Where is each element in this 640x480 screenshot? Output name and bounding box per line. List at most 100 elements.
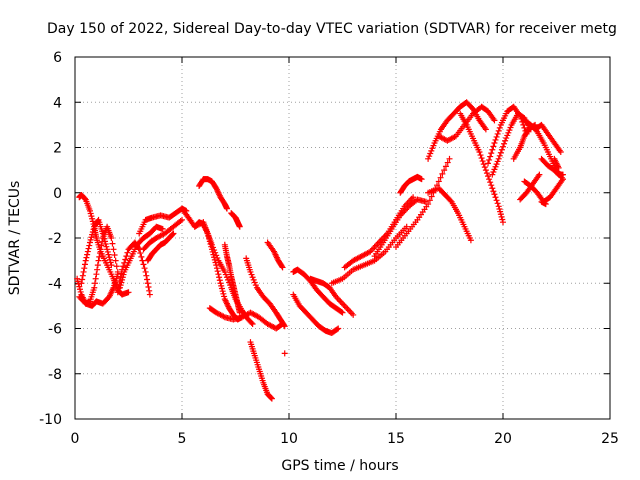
x-axis-label: GPS time / hours	[281, 458, 398, 474]
data-point	[104, 246, 111, 253]
data-point-interp	[88, 234, 95, 241]
series-arc-18	[264, 239, 286, 271]
data-point-interp	[86, 242, 93, 249]
data-point-interp	[93, 271, 100, 278]
data-point-interp	[497, 208, 504, 215]
data-point	[268, 395, 275, 402]
data-point	[557, 149, 564, 156]
data-point-interp	[468, 104, 475, 111]
data-point-interp	[220, 290, 227, 297]
data-point	[116, 284, 123, 291]
data-point	[170, 230, 177, 237]
data-point	[485, 160, 492, 167]
data-point	[108, 262, 115, 269]
data-point-interp	[437, 174, 444, 181]
data-point-interp	[427, 150, 434, 157]
data-point-interp	[140, 261, 147, 268]
series-arc-12	[196, 176, 230, 212]
data-point-interp	[479, 158, 486, 165]
data-point-interp	[96, 250, 103, 257]
data-point-interp	[218, 285, 225, 292]
data-point-interp	[248, 319, 255, 326]
data-point-interp	[110, 246, 117, 253]
data-point-interp	[75, 281, 82, 288]
series-arc-28	[425, 185, 474, 244]
data-point-interp	[278, 263, 285, 270]
data-point-interp	[480, 161, 487, 168]
data-point-interp	[100, 233, 107, 240]
data-point	[159, 225, 166, 232]
data-point-interp	[84, 248, 91, 255]
data-point-interp	[252, 282, 259, 289]
data-point-interp	[106, 254, 113, 261]
data-point-interp	[491, 191, 498, 198]
data-point-interp	[520, 121, 527, 128]
y-tick-label: 6	[53, 50, 62, 66]
data-point-interp	[120, 271, 127, 278]
series-arc-1	[76, 192, 132, 298]
data-point-interp	[501, 140, 508, 147]
x-tick-labels: 0 5 10 15 20 25	[71, 431, 619, 447]
data-point-interp	[84, 251, 91, 258]
data-point	[114, 289, 121, 296]
data-point-interp	[144, 280, 151, 287]
x-tick-label: 10	[280, 431, 298, 447]
data-point	[221, 268, 228, 275]
data-point-interp	[211, 256, 218, 263]
data-point-interp	[138, 253, 145, 260]
chart-title: Day 150 of 2022, Sidereal Day-to-day VTE…	[47, 21, 617, 37]
series-arc-39	[517, 171, 543, 203]
data-point-interp	[98, 242, 105, 249]
data-point	[491, 139, 498, 146]
data-point	[146, 291, 153, 298]
data-point	[78, 280, 85, 287]
data-point-interp	[146, 287, 153, 294]
data-point-interp	[105, 251, 112, 258]
data-point-interp	[123, 253, 130, 260]
series-arc-9	[144, 230, 177, 264]
data-point	[542, 201, 549, 208]
y-tick-label: -4	[48, 276, 62, 292]
data-point-interp	[143, 272, 150, 279]
data-point-interp	[486, 156, 493, 163]
data-point-interp	[492, 163, 499, 170]
data-point-interp	[97, 246, 104, 253]
data-point-interp	[214, 268, 221, 275]
data-point-interp	[493, 161, 500, 168]
data-point-interp	[221, 293, 228, 300]
data-point	[99, 230, 106, 237]
data-point-interp	[477, 152, 484, 159]
data-point	[279, 264, 286, 271]
data-point-interp	[76, 283, 83, 290]
data-point	[281, 323, 288, 330]
data-point-interp	[139, 257, 146, 264]
data-point-interp	[96, 253, 103, 260]
data-point	[114, 271, 121, 278]
data-point	[86, 239, 93, 246]
data-point-interp	[442, 163, 449, 170]
data-point-interp	[487, 153, 494, 160]
y-tick-label: -2	[48, 231, 62, 247]
data-point-interp	[81, 261, 88, 268]
data-point-interp	[94, 266, 101, 273]
data-point-interp	[91, 280, 98, 287]
data-point-interp	[428, 193, 435, 200]
data-point-interp	[218, 282, 225, 289]
data-point-interp	[205, 233, 212, 240]
data-point-interp	[521, 124, 528, 131]
data-point-interp	[92, 275, 99, 282]
data-point	[446, 155, 453, 162]
data-point	[236, 309, 243, 316]
data-point-interp	[104, 248, 111, 255]
y-axis-label: SDTVAR / TECUs	[7, 181, 23, 296]
data-point	[91, 284, 98, 291]
data-point-interp	[106, 256, 113, 263]
data-point	[489, 185, 496, 192]
data-point-interp	[74, 278, 81, 285]
data-point-interp	[439, 170, 446, 177]
data-point-interp	[107, 259, 114, 266]
data-point	[179, 216, 185, 223]
series-arc-3	[76, 271, 121, 309]
data-point-interp	[119, 274, 126, 281]
data-point-interp	[112, 257, 119, 264]
